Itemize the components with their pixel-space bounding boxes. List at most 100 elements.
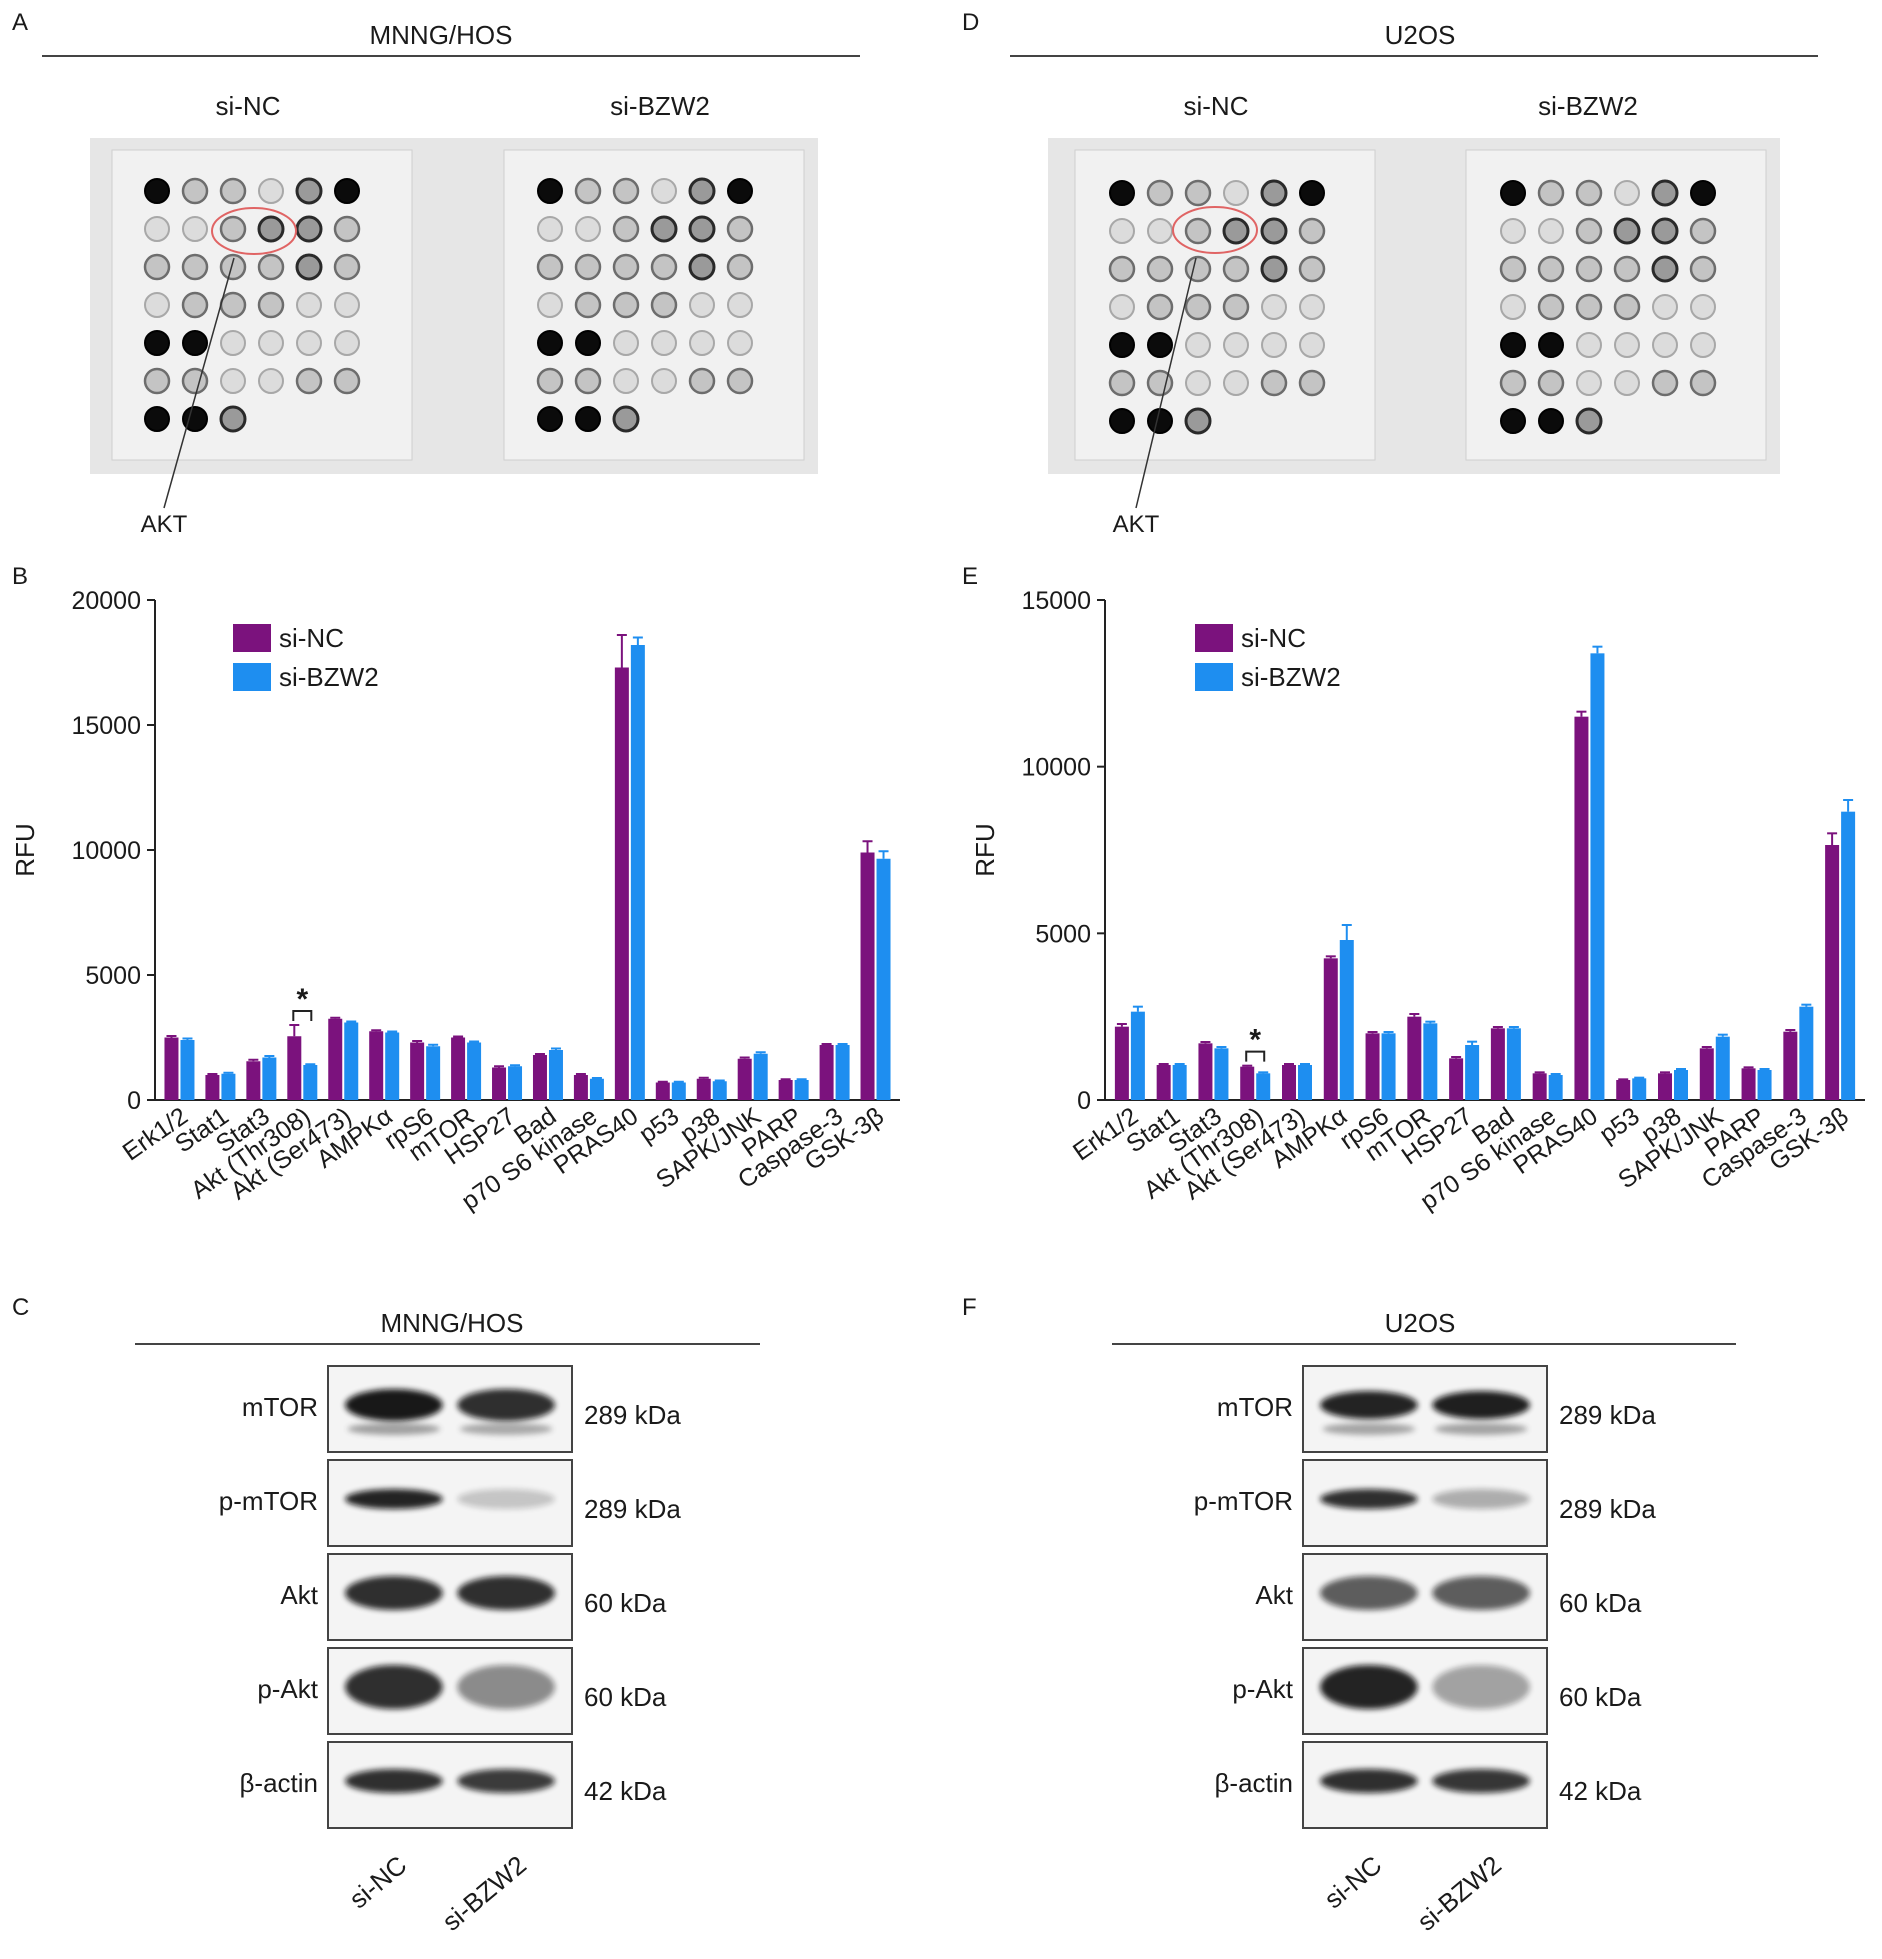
array-spot: [613, 330, 639, 356]
array-spot: [537, 216, 563, 242]
array-spot: [1690, 180, 1716, 206]
western-blots-f: mTOR 289 kDa p-mTOR 289 kDa Akt 60 kDa p-Akt 60…: [1194, 1365, 1656, 1937]
y-tick-label: 0: [1077, 1087, 1091, 1115]
array-spot: [537, 292, 563, 318]
bar: [1574, 716, 1589, 1100]
legend-label: si-BZW2: [1241, 662, 1341, 692]
array-spot: [1184, 179, 1212, 207]
panel-d: D U2OS si-NC si-BZW2 AKT: [962, 9, 1818, 538]
blot-protein-label: β-actin: [1214, 1768, 1293, 1798]
array-spot: [296, 330, 322, 356]
array-spots-a: [143, 177, 754, 433]
array-spot: [1690, 294, 1716, 320]
array-spot: [727, 292, 753, 318]
blot-protein-label: mTOR: [1217, 1392, 1293, 1422]
array-spot: [333, 367, 361, 395]
array-spot: [1184, 255, 1212, 283]
bar: [1715, 1036, 1730, 1100]
bar: [630, 645, 645, 1100]
legend-swatch: [233, 624, 271, 652]
array-spot: [1651, 255, 1679, 283]
array-spot: [1575, 217, 1603, 245]
array-spot: [1689, 255, 1717, 283]
panel-a-letter: A: [12, 9, 28, 36]
array-spot: [1575, 407, 1603, 435]
bar: [1548, 1075, 1563, 1100]
blot-band: [1432, 1665, 1530, 1709]
blot-band: [1432, 1576, 1530, 1610]
bar: [492, 1067, 507, 1100]
array-spot: [1185, 370, 1211, 396]
bar: [426, 1046, 441, 1100]
legend-swatch: [1195, 663, 1233, 691]
significance-label: *: [296, 983, 308, 1016]
array-spot: [1147, 218, 1173, 244]
array-spot: [1614, 370, 1640, 396]
bar: [344, 1022, 359, 1100]
array-spot: [144, 216, 170, 242]
array-spot: [727, 178, 753, 204]
blot-protein-label: β-actin: [239, 1768, 318, 1798]
blot-band: [1320, 1769, 1418, 1793]
bar: [835, 1045, 850, 1100]
blot-band: [345, 1769, 443, 1793]
blot-lane-label: si-BZW2: [1411, 1850, 1507, 1937]
array-spot: [650, 215, 678, 243]
array-spot: [575, 406, 601, 432]
blot-band: [1432, 1391, 1530, 1419]
panel-d-group-si-bzw2: si-BZW2: [1538, 91, 1638, 121]
array-spot: [258, 178, 284, 204]
array-spot: [1184, 217, 1212, 245]
y-tick-label: 10000: [1021, 754, 1091, 782]
panel-e-letter: E: [962, 563, 978, 590]
array-spot: [1575, 179, 1603, 207]
bar: [1825, 845, 1840, 1100]
blot-protein-label: Akt: [1255, 1580, 1293, 1610]
array-spot: [574, 291, 602, 319]
array-spot: [1222, 255, 1250, 283]
bar: [1741, 1068, 1756, 1100]
panel-b: B 05000100001500020000RFUErk1/2Stat1Stat…: [10, 563, 900, 1216]
bar: [1423, 1023, 1438, 1100]
blot-protein-label: mTOR: [242, 1392, 318, 1422]
blot-band: [457, 1576, 555, 1610]
array-spot: [1260, 179, 1288, 207]
blot-protein-label: p-mTOR: [219, 1486, 318, 1516]
bar: [655, 1082, 670, 1100]
bar: [303, 1065, 318, 1100]
bar: [1339, 940, 1354, 1100]
array-spot: [1146, 179, 1174, 207]
y-tick-label: 5000: [1035, 920, 1091, 948]
bar: [451, 1037, 466, 1100]
array-spot: [651, 368, 677, 394]
blot-band: [1432, 1489, 1530, 1509]
bar: [1616, 1080, 1631, 1100]
array-spot: [1260, 255, 1288, 283]
array-spot: [1223, 370, 1249, 396]
array-spot: [1689, 369, 1717, 397]
blot-band: [347, 1423, 441, 1435]
akt-callout-label-a: AKT: [141, 511, 188, 538]
array-spot: [1651, 369, 1679, 397]
blot-band: [345, 1576, 443, 1610]
array-spot: [181, 253, 209, 281]
blot-size-label: 60 kDa: [1559, 1682, 1642, 1712]
array-spot: [537, 406, 563, 432]
array-spot: [574, 253, 602, 281]
array-spot: [257, 215, 285, 243]
y-axis-label: RFU: [10, 823, 40, 876]
bar: [1282, 1065, 1296, 1100]
blot-size-label: 42 kDa: [584, 1776, 667, 1806]
legend-label: si-NC: [1241, 623, 1306, 653]
blot-band: [1322, 1423, 1416, 1435]
array-spot: [574, 367, 602, 395]
array-spot: [1652, 332, 1678, 358]
panel-a-group-si-nc: si-NC: [216, 91, 281, 121]
legend-swatch: [233, 663, 271, 691]
array-spot: [182, 406, 208, 432]
bar: [1365, 1033, 1380, 1100]
significance-bracket: [1245, 1050, 1266, 1062]
array-spot: [1499, 369, 1527, 397]
y-tick-label: 15000: [1021, 587, 1091, 615]
bar: [819, 1045, 834, 1100]
